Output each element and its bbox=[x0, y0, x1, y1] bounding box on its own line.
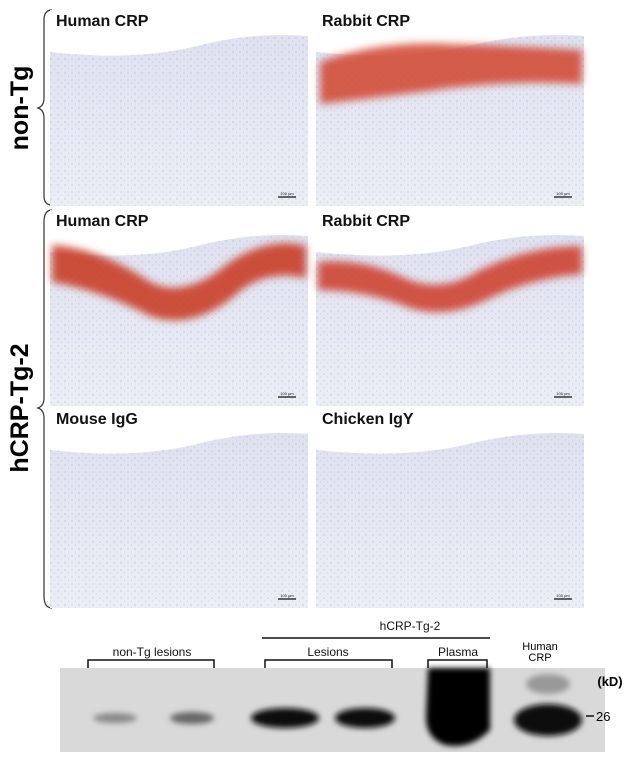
scale-bar-label: 100 μm bbox=[556, 191, 570, 196]
bracket bbox=[427, 659, 488, 668]
panel-label: Human CRP bbox=[56, 13, 149, 30]
standard-label: Human bbox=[522, 641, 557, 653]
lane-group-label: Lesions bbox=[307, 645, 348, 659]
group-label: hCRP-Tg-2 bbox=[380, 619, 441, 633]
scale-bar-label: 100 μm bbox=[556, 593, 570, 598]
bracket bbox=[87, 659, 215, 668]
lane-group-label: Plasma bbox=[438, 645, 478, 659]
lane-group-label: non-Tg lesions bbox=[113, 645, 192, 659]
panel-label: Rabbit CRP bbox=[322, 13, 410, 30]
unit-label: (kD) bbox=[597, 674, 622, 689]
panels: Human CRP 100 μm Rabbit CRP 100 μm Human CRP… bbox=[50, 10, 584, 608]
scale-bar-label: 100 μm bbox=[556, 391, 570, 396]
tissue-nuclei bbox=[50, 35, 308, 206]
brace bbox=[36, 209, 53, 609]
scale-bar-label: 100 μm bbox=[280, 191, 294, 196]
panel-label: Rabbit CRP bbox=[322, 213, 410, 230]
row-label: non-Tg bbox=[6, 66, 34, 151]
blot bbox=[60, 668, 605, 752]
scale-bar-label: 100 μm bbox=[280, 391, 294, 396]
bands bbox=[93, 668, 582, 746]
panel-label: Mouse IgG bbox=[56, 411, 138, 428]
stain bbox=[52, 43, 582, 321]
tissue-nuclei bbox=[316, 433, 584, 608]
tissue-nuclei bbox=[50, 433, 308, 608]
row-label: hCRP-Tg-2 bbox=[6, 343, 34, 472]
panel-label: Human CRP bbox=[56, 213, 149, 230]
scale-bar-label: 100 μm bbox=[280, 593, 294, 598]
brace bbox=[36, 9, 53, 206]
panel-label: Chicken IgY bbox=[322, 411, 414, 428]
standard-label: CRP bbox=[528, 652, 551, 664]
bracket bbox=[264, 659, 393, 668]
marker-label: 26 bbox=[596, 709, 610, 724]
